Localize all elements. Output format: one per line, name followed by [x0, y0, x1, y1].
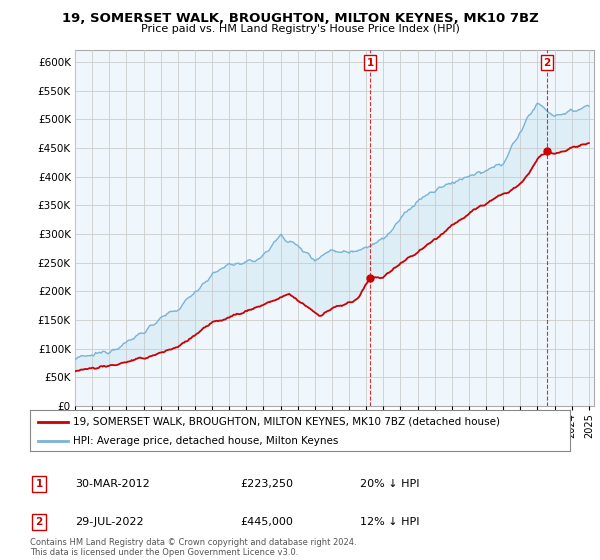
- Text: 20% ↓ HPI: 20% ↓ HPI: [360, 479, 419, 489]
- Text: £223,250: £223,250: [240, 479, 293, 489]
- Text: 12% ↓ HPI: 12% ↓ HPI: [360, 517, 419, 527]
- Text: Price paid vs. HM Land Registry's House Price Index (HPI): Price paid vs. HM Land Registry's House …: [140, 24, 460, 34]
- Text: 30-MAR-2012: 30-MAR-2012: [75, 479, 150, 489]
- Text: 1: 1: [35, 479, 43, 489]
- Text: 1: 1: [367, 58, 374, 68]
- Text: 2: 2: [544, 58, 551, 68]
- Text: 19, SOMERSET WALK, BROUGHTON, MILTON KEYNES, MK10 7BZ: 19, SOMERSET WALK, BROUGHTON, MILTON KEY…: [62, 12, 538, 25]
- Text: £445,000: £445,000: [240, 517, 293, 527]
- Text: HPI: Average price, detached house, Milton Keynes: HPI: Average price, detached house, Milt…: [73, 436, 338, 446]
- Text: 2: 2: [35, 517, 43, 527]
- Text: 29-JUL-2022: 29-JUL-2022: [75, 517, 143, 527]
- Text: 19, SOMERSET WALK, BROUGHTON, MILTON KEYNES, MK10 7BZ (detached house): 19, SOMERSET WALK, BROUGHTON, MILTON KEY…: [73, 417, 500, 427]
- Text: Contains HM Land Registry data © Crown copyright and database right 2024.
This d: Contains HM Land Registry data © Crown c…: [30, 538, 356, 557]
